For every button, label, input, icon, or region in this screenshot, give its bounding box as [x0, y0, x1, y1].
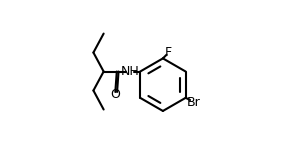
Text: F: F [165, 46, 172, 59]
Text: Br: Br [187, 96, 201, 109]
Text: NH: NH [120, 65, 139, 78]
Text: O: O [110, 88, 120, 101]
